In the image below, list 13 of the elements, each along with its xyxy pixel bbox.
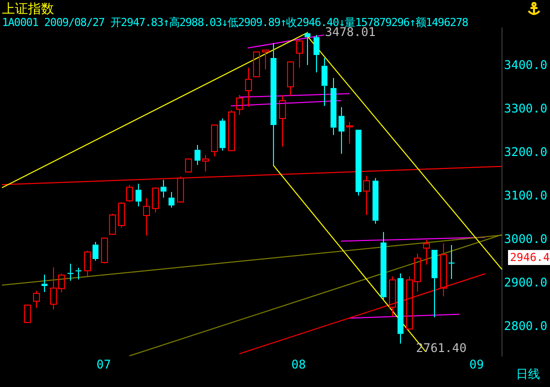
y-tick-label: 2900.0 xyxy=(504,275,548,290)
chart-title: 上证指数 xyxy=(2,1,54,18)
y-tick-label: 3000.0 xyxy=(504,232,548,246)
x-tick-label: 08 xyxy=(291,357,306,372)
y-tick-label: 3200.0 xyxy=(504,144,548,159)
y-tick-label: 3300.0 xyxy=(504,101,548,116)
x-tick-label: 09 xyxy=(469,357,484,372)
y-tick-label: 3100.0 xyxy=(504,188,548,202)
y-tick-label: 2800.0 xyxy=(504,318,548,333)
x-tick-label: 07 xyxy=(96,357,111,372)
y-tick-label: 3400.0 xyxy=(504,58,548,72)
text: 2946.4 xyxy=(508,250,550,265)
text: 日线 xyxy=(516,366,540,383)
